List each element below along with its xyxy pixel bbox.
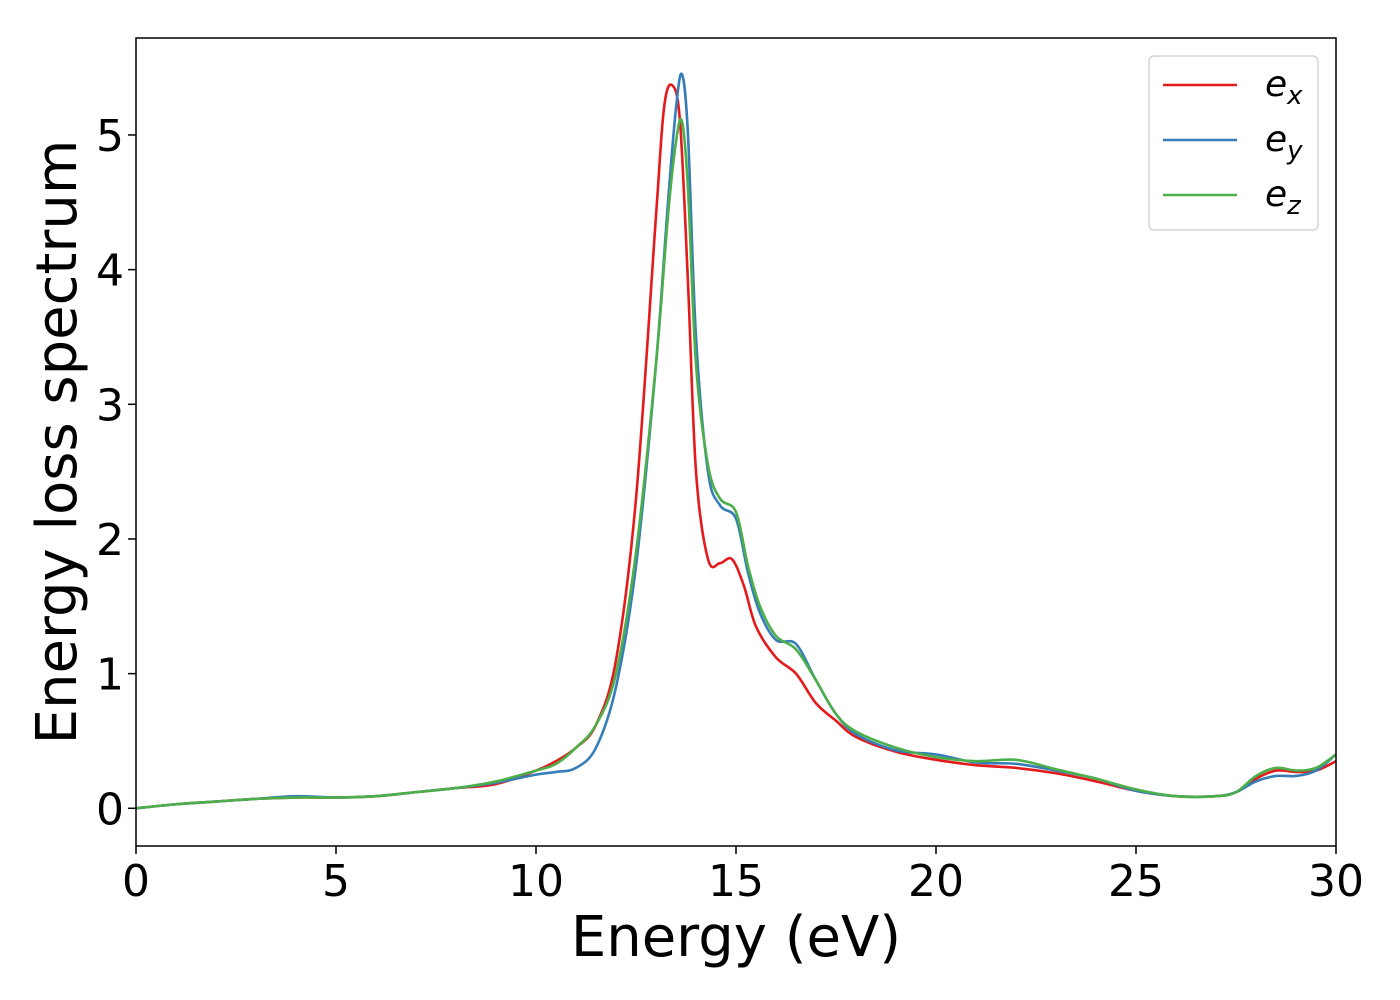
legend-label-e-z: ez <box>1265 174 1302 221</box>
x-tick-label: 15 <box>708 856 764 907</box>
x-tick-label: 25 <box>1108 856 1164 907</box>
y-tick-label: 0 <box>96 784 124 835</box>
plot-area <box>136 72 1336 810</box>
x-tick-label: 0 <box>122 856 150 907</box>
legend-box <box>1148 55 1319 231</box>
y-tick-label: 3 <box>96 380 124 431</box>
x-tick-label: 10 <box>508 856 564 907</box>
x-axis-title: Energy (eV) <box>571 905 901 970</box>
y-axis-title: Energy loss spectrum <box>25 140 90 745</box>
y-tick-label: 1 <box>96 650 124 701</box>
x-tick-label: 30 <box>1308 856 1364 907</box>
legend-label-e-y: ey <box>1265 119 1303 166</box>
x-tick-label: 5 <box>322 856 350 907</box>
y-tick-label: 5 <box>96 111 124 162</box>
y-tick-label: 4 <box>96 246 124 297</box>
x-tick-label: 20 <box>908 856 964 907</box>
axis-ticks: 0 5 10 15 20 25 30 0 1 2 3 4 5 <box>96 111 1364 907</box>
legend: ex ey ez <box>1148 55 1319 231</box>
y-tick-label: 2 <box>96 515 124 566</box>
series-line-e-z <box>136 117 1336 810</box>
legend-label-e-x: ex <box>1265 64 1303 111</box>
